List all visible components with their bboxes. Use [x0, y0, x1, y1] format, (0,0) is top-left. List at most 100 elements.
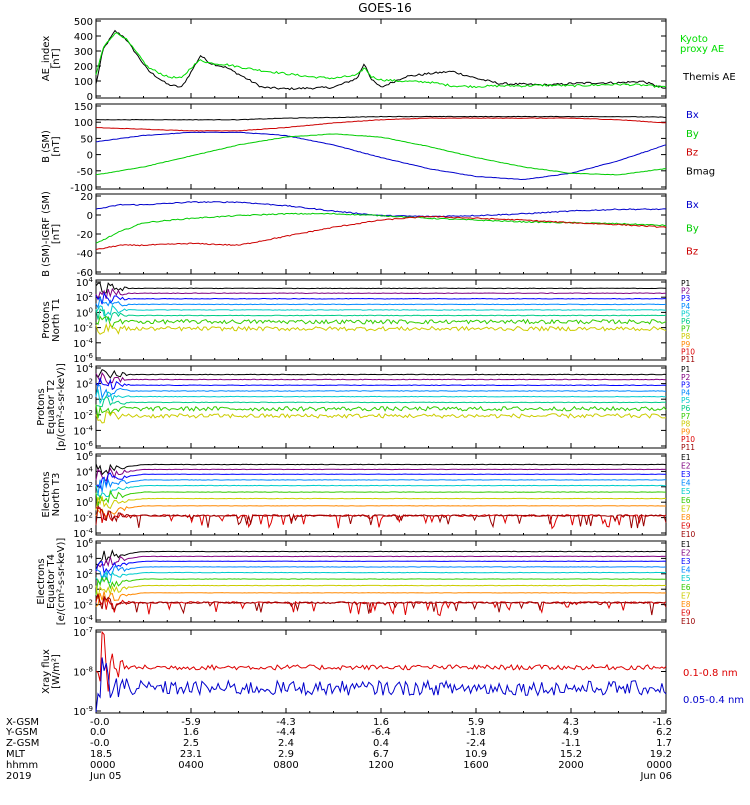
legend-entry: P10 — [681, 435, 695, 444]
legend-entry: E4 — [681, 566, 691, 575]
legend-entry: P8 — [681, 332, 691, 341]
footer-value: -6.4 — [371, 727, 391, 738]
legend-entry: P4 — [681, 302, 691, 311]
legend-entry: P9 — [681, 427, 691, 436]
legend-entry: Bx — [686, 200, 699, 211]
series-line-e4 — [95, 566, 667, 583]
series-line-e3 — [95, 472, 667, 489]
legend-entry: P5 — [681, 396, 691, 405]
y-tick-label-bsm: 0 — [87, 151, 93, 162]
series-line-p6 — [95, 396, 667, 408]
footer-value: 0800 — [273, 760, 298, 771]
legend-entry: E7 — [681, 504, 691, 513]
footer-value: 0.4 — [373, 738, 389, 749]
legend-entry: E3 — [681, 557, 691, 566]
series-line-e9 — [95, 593, 667, 617]
series-line-p7 — [95, 404, 667, 419]
legend-entry: E7 — [681, 591, 691, 600]
y-tick-label-bsm: 150 — [74, 102, 93, 113]
series-line-bmag — [95, 115, 666, 121]
series-line-e3 — [95, 560, 667, 575]
footer-value: -0.0 — [90, 738, 110, 749]
y-tick-label-pt1: 10-4 — [73, 337, 93, 350]
y-tick-label-ae: 0 — [87, 92, 93, 103]
y-tick-label-et4: 102 — [76, 568, 93, 581]
y-tick-label-et3: 10-2 — [73, 512, 93, 525]
y-axis-label-ae: [nT] — [51, 48, 62, 68]
panel-frame-bigrf — [95, 193, 667, 275]
series-line-e2 — [95, 467, 667, 482]
y-tick-label-et3: 104 — [76, 465, 94, 478]
series-line-p8 — [95, 322, 667, 335]
footer-value: 0000 — [90, 760, 115, 771]
y-axis-label-et4: Electrons — [36, 558, 47, 604]
series-line-e8 — [95, 591, 667, 608]
legend-entry: E5 — [681, 487, 691, 496]
y-axis-label-pt2: [p/(cm²-s-sr-keV)] — [56, 363, 67, 451]
footer-row-label: MLT — [6, 749, 26, 760]
series-line-p5 — [95, 389, 667, 405]
legend-entry: P3 — [681, 381, 691, 390]
series-line-p1 — [95, 369, 667, 379]
legend-entry: P2 — [681, 287, 691, 296]
footer-value: -1.8 — [466, 727, 486, 738]
y-tick-label-bsm: 100 — [74, 118, 93, 129]
footer-value: Jun 05 — [89, 771, 122, 782]
series-line-p5 — [95, 304, 666, 317]
series-line-e9 — [95, 507, 667, 530]
y-tick-label-et3: 102 — [76, 481, 93, 494]
y-tick-label-bigrf: -60 — [77, 268, 93, 279]
legend-entry: By — [686, 223, 699, 234]
footer-value: 2.4 — [278, 738, 294, 749]
series-line-p4 — [95, 384, 666, 400]
series-line-p4 — [95, 295, 667, 310]
series-line-e1 — [95, 549, 666, 567]
y-tick-label-xray: 10-7 — [73, 626, 93, 639]
legend-entry: P7 — [681, 412, 691, 421]
legend-entry: P6 — [681, 317, 691, 326]
footer-value: -5.9 — [181, 717, 201, 728]
series-line-bx — [95, 201, 667, 218]
y-axis-label-xray: Xray flux — [41, 649, 52, 694]
y-axis-label-pt2: Equator T2 — [46, 380, 57, 435]
footer-value: 1.6 — [373, 717, 389, 728]
legend-entry: E5 — [681, 574, 691, 583]
footer-value: 1.7 — [656, 738, 672, 749]
y-axis-label-et4: Equator T4 — [46, 554, 57, 609]
series-line-e6 — [95, 489, 666, 507]
series-line-kyoto-proxy-ae — [95, 32, 667, 89]
y-tick-label-bsm: -100 — [70, 183, 93, 194]
footer-value: 6.7 — [373, 749, 389, 760]
series-line-e10 — [95, 593, 667, 616]
legend-entry: E10 — [681, 530, 696, 539]
footer-value: 19.2 — [650, 749, 672, 760]
footer-value: 6.2 — [656, 727, 672, 738]
series-line-p8 — [95, 411, 667, 424]
legend-entry: P1 — [681, 365, 691, 374]
footer-value: 0400 — [178, 760, 203, 771]
legend-entry: E9 — [681, 608, 691, 617]
legend-entry: P3 — [681, 294, 691, 303]
y-axis-label-bsm: [nT] — [51, 136, 62, 156]
series-line-0.1-0.8 nm — [95, 630, 667, 692]
series-line-e7 — [95, 584, 667, 599]
y-tick-label-et4: 104 — [76, 552, 94, 565]
series-line-p2 — [95, 287, 667, 301]
footer-value: -1.6 — [652, 717, 672, 728]
series-line-e5 — [95, 484, 667, 499]
legend-entry: Bz — [686, 148, 698, 159]
y-tick-label-pt1: 100 — [76, 306, 93, 319]
series-line-p3 — [95, 291, 666, 305]
legend-entry: P2 — [681, 373, 691, 382]
y-tick-label-et3: 10-4 — [73, 527, 93, 540]
y-tick-label-pt2: 104 — [76, 362, 94, 375]
y-tick-label-pt2: 10-2 — [73, 409, 93, 422]
series-line-e2 — [95, 555, 667, 573]
y-tick-label-bsm: -50 — [77, 167, 93, 178]
series-line-themis-ae — [95, 29, 667, 91]
legend-entry: P8 — [681, 420, 691, 429]
legend-entry: P10 — [681, 347, 695, 356]
series-line-e4 — [95, 478, 666, 496]
footer-value: 5.9 — [468, 717, 484, 728]
